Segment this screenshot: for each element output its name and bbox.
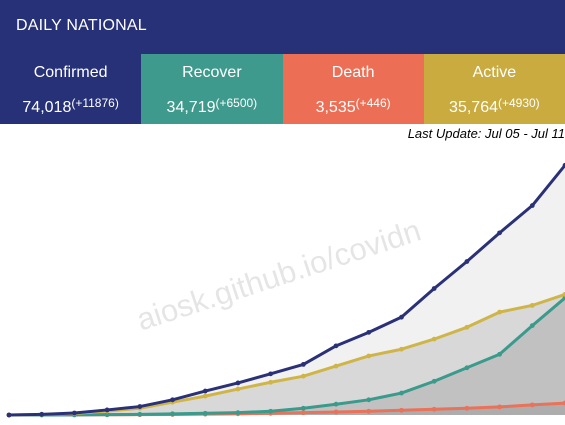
- point-confirmed: [39, 411, 45, 417]
- card-recover-delta: (+6500): [215, 96, 258, 110]
- card-death-value-line: 3,535(+446): [283, 94, 424, 117]
- card-confirmed-delta: (+11876): [71, 96, 119, 110]
- point-active: [399, 346, 404, 352]
- card-death-delta: (+446): [355, 96, 391, 110]
- point-recover: [300, 405, 306, 411]
- card-recover-value: 34,719: [166, 99, 216, 116]
- point-death: [529, 402, 535, 408]
- point-active: [300, 373, 306, 379]
- watermark: aiosk.github.io/covidn: [132, 213, 425, 338]
- point-recover: [464, 365, 470, 371]
- card-recover-value-line: 34,719(+6500): [141, 94, 282, 117]
- point-recover: [170, 411, 175, 417]
- point-recover: [137, 411, 143, 417]
- point-active: [497, 309, 502, 315]
- point-death: [399, 407, 404, 413]
- point-recover: [529, 323, 535, 329]
- point-recover: [399, 390, 404, 396]
- card-confirmed-value: 74,018: [22, 99, 72, 116]
- line-confirmed: [8, 164, 565, 417]
- point-active: [431, 336, 437, 342]
- point-recover: [104, 412, 110, 418]
- point-confirmed: [333, 343, 339, 349]
- card-confirmed-label: Confirmed: [33, 64, 108, 81]
- point-recover: [431, 378, 437, 384]
- point-confirmed: [300, 362, 306, 367]
- point-active: [562, 291, 565, 297]
- point-recover: [333, 401, 339, 407]
- point-confirmed: [72, 410, 77, 416]
- point-death: [300, 410, 306, 416]
- card-death: Death 3,535(+446): [282, 54, 424, 124]
- card-active-value-line: 35,764(+4930): [424, 94, 565, 117]
- point-confirmed: [104, 407, 110, 413]
- point-confirmed: [366, 329, 372, 335]
- card-active: Active 35,764(+4930): [423, 54, 565, 124]
- point-confirmed: [6, 412, 12, 418]
- page-title: DAILY NATIONAL: [16, 17, 147, 34]
- chart: aiosk.github.io/covidn: [6, 162, 565, 418]
- area-death: [9, 403, 565, 415]
- card-recover-label: Recover: [182, 64, 242, 81]
- point-death: [431, 406, 437, 412]
- point-confirmed: [464, 259, 470, 264]
- point-death: [366, 408, 372, 414]
- point-active: [333, 363, 339, 369]
- card-death-value: 3,535: [315, 99, 356, 116]
- point-recover: [235, 410, 241, 416]
- point-active: [366, 353, 372, 359]
- header: DAILY NATIONAL: [0, 0, 565, 54]
- point-death: [497, 404, 502, 410]
- point-death: [464, 405, 470, 411]
- point-confirmed: [170, 397, 175, 403]
- point-confirmed: [399, 314, 404, 320]
- point-death: [333, 409, 339, 415]
- point-active: [202, 393, 208, 399]
- point-confirmed: [497, 230, 502, 236]
- point-active: [268, 379, 274, 385]
- point-confirmed: [431, 286, 437, 291]
- point-recover: [366, 397, 372, 403]
- card-confirmed-value-line: 74,018(+11876): [0, 94, 141, 117]
- point-active: [464, 324, 470, 330]
- card-active-delta: (+4930): [497, 96, 540, 110]
- point-active: [529, 302, 535, 308]
- point-confirmed: [529, 203, 535, 208]
- point-confirmed: [235, 380, 241, 386]
- point-death: [562, 400, 565, 406]
- card-active-label: Active: [472, 64, 517, 81]
- point-confirmed: [268, 371, 274, 377]
- point-recover: [497, 351, 502, 357]
- point-recover: [268, 408, 274, 414]
- point-confirmed: [562, 162, 565, 168]
- line-recover: [8, 296, 565, 417]
- point-recover: [202, 410, 208, 416]
- card-recover: Recover 34,719(+6500): [141, 54, 283, 124]
- stat-cards: Confirmed 74,018(+11876) Recover 34,719(…: [0, 54, 565, 124]
- point-active: [235, 386, 241, 392]
- point-confirmed: [137, 404, 143, 409]
- card-death-label: Death: [331, 64, 375, 81]
- last-update: Last Update: Jul 05 - Jul 11: [407, 126, 565, 141]
- card-confirmed: Confirmed 74,018(+11876): [0, 54, 142, 124]
- card-active-value: 35,764: [449, 99, 498, 116]
- point-confirmed: [202, 388, 208, 394]
